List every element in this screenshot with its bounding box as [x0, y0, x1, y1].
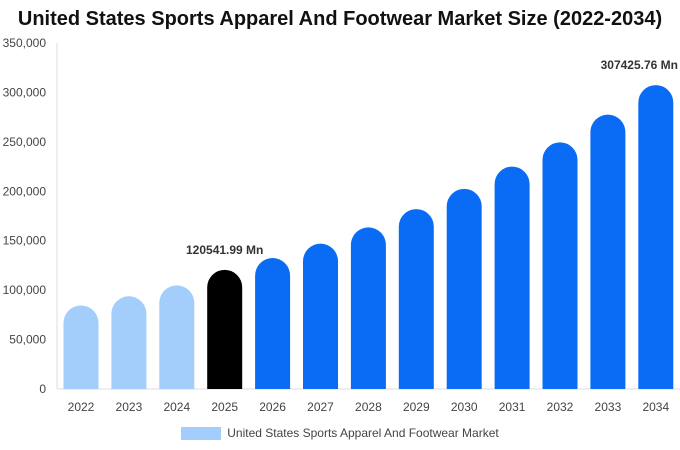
y-tick-label: 250,000 [3, 135, 47, 149]
x-axis: 2022 2023 2024 2025 2026 2027 2028 2029 2030 2031… [57, 388, 680, 414]
x-tick-label: 2031 [499, 400, 526, 414]
x-tick-label: 2026 [259, 400, 286, 414]
bar-2022 [63, 305, 99, 389]
bars-group [63, 85, 674, 389]
x-tick-label: 2029 [403, 400, 430, 414]
y-tick-label: 200,000 [3, 184, 47, 198]
chart-title: United States Sports Apparel And Footwea… [17, 8, 663, 30]
x-tick-label: 2033 [595, 400, 622, 414]
data-label-2025: 120541.99 Mn [186, 243, 263, 257]
data-label-2034: 307425.76 Mn [601, 58, 678, 72]
bar-2024 [159, 285, 195, 389]
bar-2026 [255, 258, 291, 389]
x-tick-label: 2023 [116, 400, 143, 414]
bar-2033 [590, 114, 626, 389]
bar-2030 [446, 188, 482, 389]
y-tick-label: 0 [39, 382, 46, 396]
x-tick-label: 2034 [642, 400, 669, 414]
y-tick-label: 350,000 [3, 36, 47, 50]
legend-label: United States Sports Apparel And Footwea… [227, 426, 499, 440]
x-tick-label: 2030 [451, 400, 478, 414]
y-tick-label: 150,000 [3, 234, 47, 248]
bar-2023 [111, 296, 147, 389]
legend-swatch [181, 426, 222, 440]
data-labels-group: 120541.99 Mn 307425.76 Mn [186, 58, 678, 257]
x-tick-label: 2025 [211, 400, 238, 414]
x-tick-label: 2022 [68, 400, 95, 414]
legend: United States Sports Apparel And Footwea… [0, 426, 680, 440]
bar-2025 [207, 269, 243, 389]
x-tick-label: 2028 [355, 400, 382, 414]
bar-2034 [638, 85, 674, 389]
y-axis: 0 50,000 100,000 150,000 200,000 250,000 300,0… [3, 36, 58, 396]
bar-2031 [494, 166, 530, 389]
y-tick-label: 100,000 [3, 283, 47, 297]
x-tick-label: 2032 [547, 400, 574, 414]
y-tick-label: 50,000 [9, 333, 46, 347]
bar-2029 [398, 209, 434, 389]
y-tick-label: 300,000 [3, 85, 47, 99]
bar-2027 [303, 243, 338, 389]
x-tick-label: 2027 [307, 400, 334, 414]
bar-2032 [542, 142, 578, 389]
x-tick-label: 2024 [163, 400, 190, 414]
bar-2028 [350, 227, 386, 389]
